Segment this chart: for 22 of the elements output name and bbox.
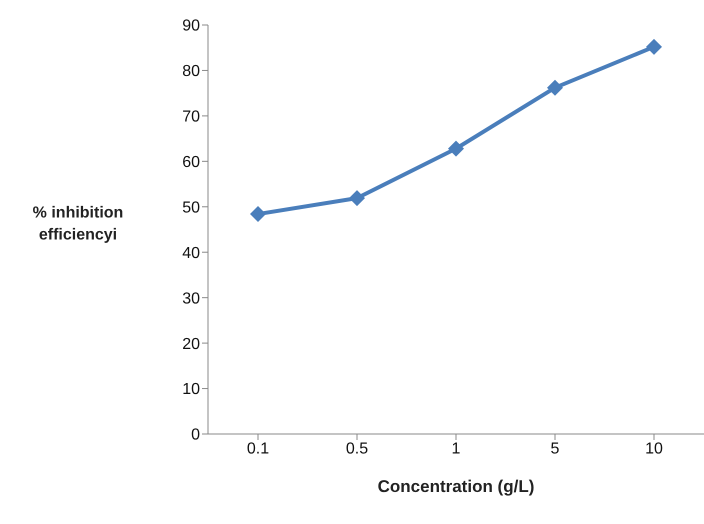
- x-tick-label: 0.1: [246, 440, 270, 458]
- y-tick-label: 0: [191, 426, 200, 444]
- x-tick-label: 10: [645, 440, 663, 458]
- point: [547, 80, 563, 96]
- y-tick-label: 90: [182, 18, 200, 35]
- y-tick-label: 30: [182, 290, 200, 308]
- y-tick-label: 70: [182, 108, 200, 126]
- y-tick-label: 80: [182, 63, 200, 80]
- y-tick-label: 10: [182, 381, 200, 398]
- y-tick-label: 20: [182, 336, 200, 353]
- point: [349, 190, 365, 206]
- y-tick-label: 60: [182, 154, 200, 172]
- x-tick-label: 0.5: [346, 440, 368, 458]
- x-tick-label: 5: [550, 440, 560, 458]
- point: [448, 140, 464, 157]
- y-tick-label: 40: [182, 244, 200, 262]
- y-tick-label: 50: [182, 199, 200, 216]
- x-tick-label: 1: [452, 440, 461, 458]
- x-axis-title: Concentration (g/L): [378, 477, 534, 496]
- point: [646, 38, 662, 55]
- y-axis-title: % inhibition efficiencyi: [32, 204, 124, 244]
- point: [250, 206, 266, 222]
